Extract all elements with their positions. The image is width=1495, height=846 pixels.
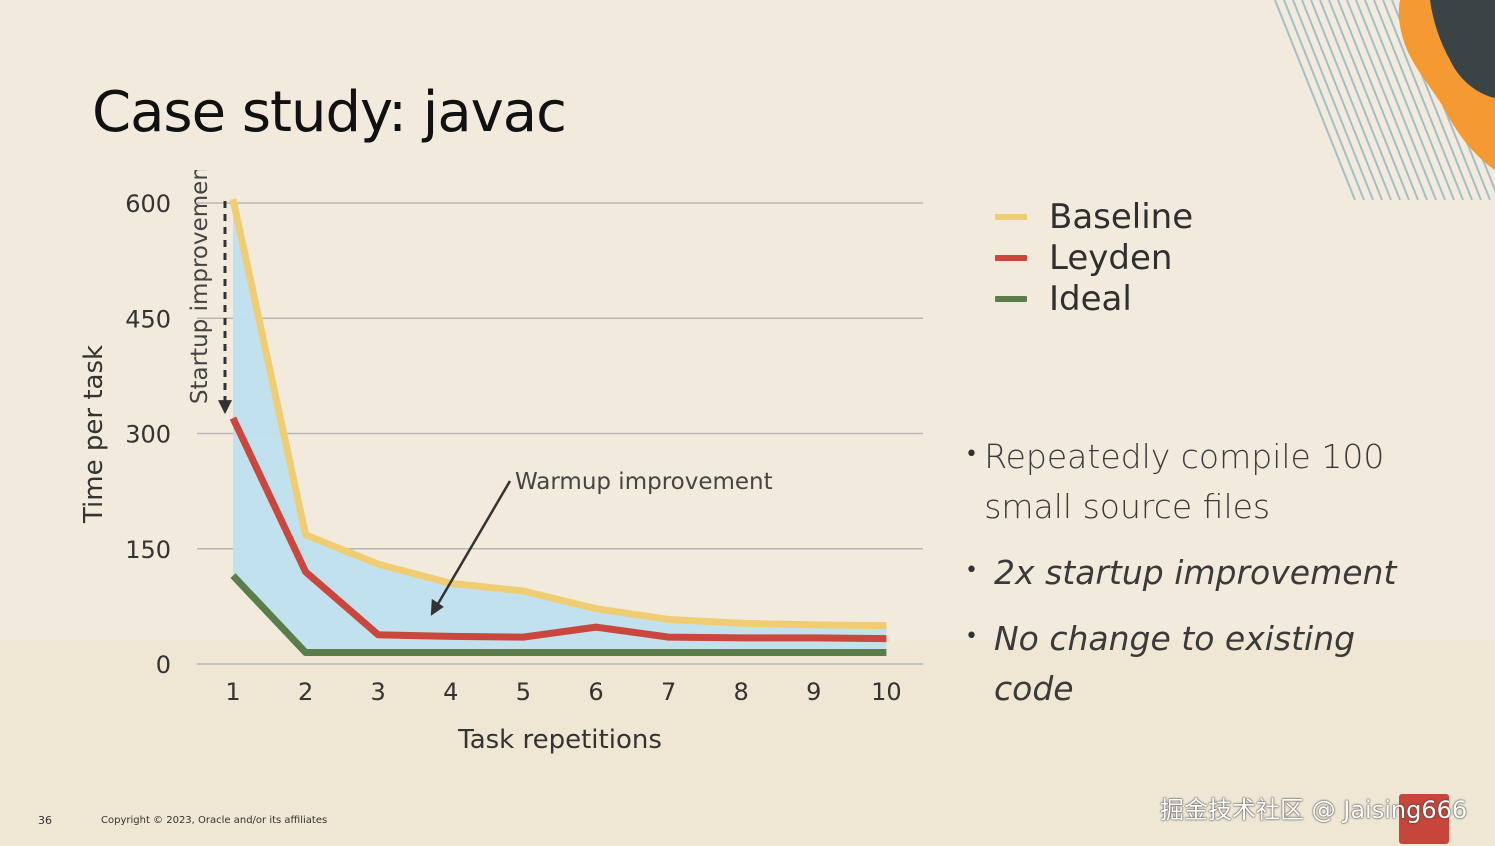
startup-improvement-label: Startup improvement <box>187 170 213 404</box>
startup-annotation: Startup improvement <box>187 170 232 415</box>
legend-label: Baseline <box>1049 196 1194 237</box>
stripe-line <box>1301 0 1383 201</box>
stripe-line <box>1328 0 1410 201</box>
bullet-dot-icon: • <box>965 442 978 467</box>
warmup-improvement-label: Warmup improvement <box>515 469 773 495</box>
stripe-line <box>1373 0 1455 201</box>
x-tick-labels: 1 2 3 4 5 6 7 8 9 10 <box>225 678 901 706</box>
y-axis-label: Time per task <box>79 345 109 524</box>
slide-title: Case study: javac <box>92 80 567 145</box>
x-tick-label: 9 <box>806 678 821 706</box>
stripe-line <box>1364 0 1446 201</box>
x-tick-label: 2 <box>298 678 313 706</box>
legend-swatch <box>995 213 1027 220</box>
improvement-area <box>233 199 887 653</box>
legend-item-ideal: Ideal <box>995 278 1193 319</box>
stripe-line <box>1274 0 1356 201</box>
y-tick-label: 300 <box>125 421 171 449</box>
bullet-dot-icon: • <box>965 624 978 649</box>
series-line-ideal <box>230 573 887 656</box>
x-tick-label: 1 <box>225 678 240 706</box>
stripe-line <box>1283 0 1365 201</box>
x-tick-label: 5 <box>516 678 531 706</box>
chart-legend: Baseline Leyden Ideal <box>995 196 1193 319</box>
y-tick-label: 0 <box>156 651 171 679</box>
x-tick-label: 4 <box>443 678 458 706</box>
bullet-item: • No change to existing code <box>965 614 1445 714</box>
y-tick-label: 450 <box>125 305 171 333</box>
background-band <box>0 640 1495 846</box>
stripe-line <box>1319 0 1401 201</box>
x-axis-label: Task repetitions <box>457 725 662 755</box>
warmup-arrow <box>435 480 512 607</box>
legend-swatch <box>995 254 1027 261</box>
x-tick-label: 7 <box>661 678 676 706</box>
series-lines <box>229 198 887 656</box>
watermark-text: 掘金技术社区 @ Jaising666 <box>1160 796 1468 824</box>
bullet-dot-icon: • <box>965 558 978 583</box>
legend-item-baseline: Baseline <box>995 196 1193 237</box>
stripe-line <box>1346 0 1428 201</box>
stripe-line <box>1382 0 1464 201</box>
startup-arrowhead <box>218 400 232 415</box>
corner-decoration <box>1274 0 1495 201</box>
x-tick-label: 8 <box>734 678 749 706</box>
y-tick-label: 600 <box>125 190 171 218</box>
legend-item-leyden: Leyden <box>995 237 1193 278</box>
page-number: 36 <box>38 814 52 827</box>
bullet-text: Repeatedly compile 100 small source file… <box>984 437 1385 526</box>
legend-label: Leyden <box>1049 237 1173 278</box>
legend-label: Ideal <box>1049 278 1132 319</box>
y-tick-labels: 0 150 300 450 600 <box>125 190 171 679</box>
bullet-list: • Repeatedly compile 100 small source fi… <box>965 432 1445 730</box>
bullet-item: • 2x startup improvement <box>965 548 1445 598</box>
bullet-item: • Repeatedly compile 100 small source fi… <box>965 432 1445 532</box>
x-tick-label: 10 <box>871 678 902 706</box>
copyright-text: Copyright © 2023, Oracle and/or its affi… <box>101 815 328 826</box>
stripe-line <box>1337 0 1419 201</box>
bullet-text: No change to existing code <box>993 619 1356 708</box>
x-tick-label: 3 <box>371 678 386 706</box>
warmup-arrowhead <box>430 598 444 616</box>
legend-swatch <box>995 295 1027 302</box>
stripe-line <box>1355 0 1437 201</box>
bullet-text: 2x startup improvement <box>994 553 1397 592</box>
x-tick-label: 6 <box>588 678 603 706</box>
warmup-annotation: Warmup improvement <box>430 469 773 616</box>
stripe-line <box>1310 0 1392 201</box>
dark-shape <box>1430 0 1495 98</box>
series-line-baseline <box>229 198 887 630</box>
watermark-logo-icon <box>1399 794 1449 844</box>
series-line-leyden <box>229 416 887 643</box>
y-tick-label: 150 <box>125 536 171 564</box>
stripe-line <box>1292 0 1374 201</box>
